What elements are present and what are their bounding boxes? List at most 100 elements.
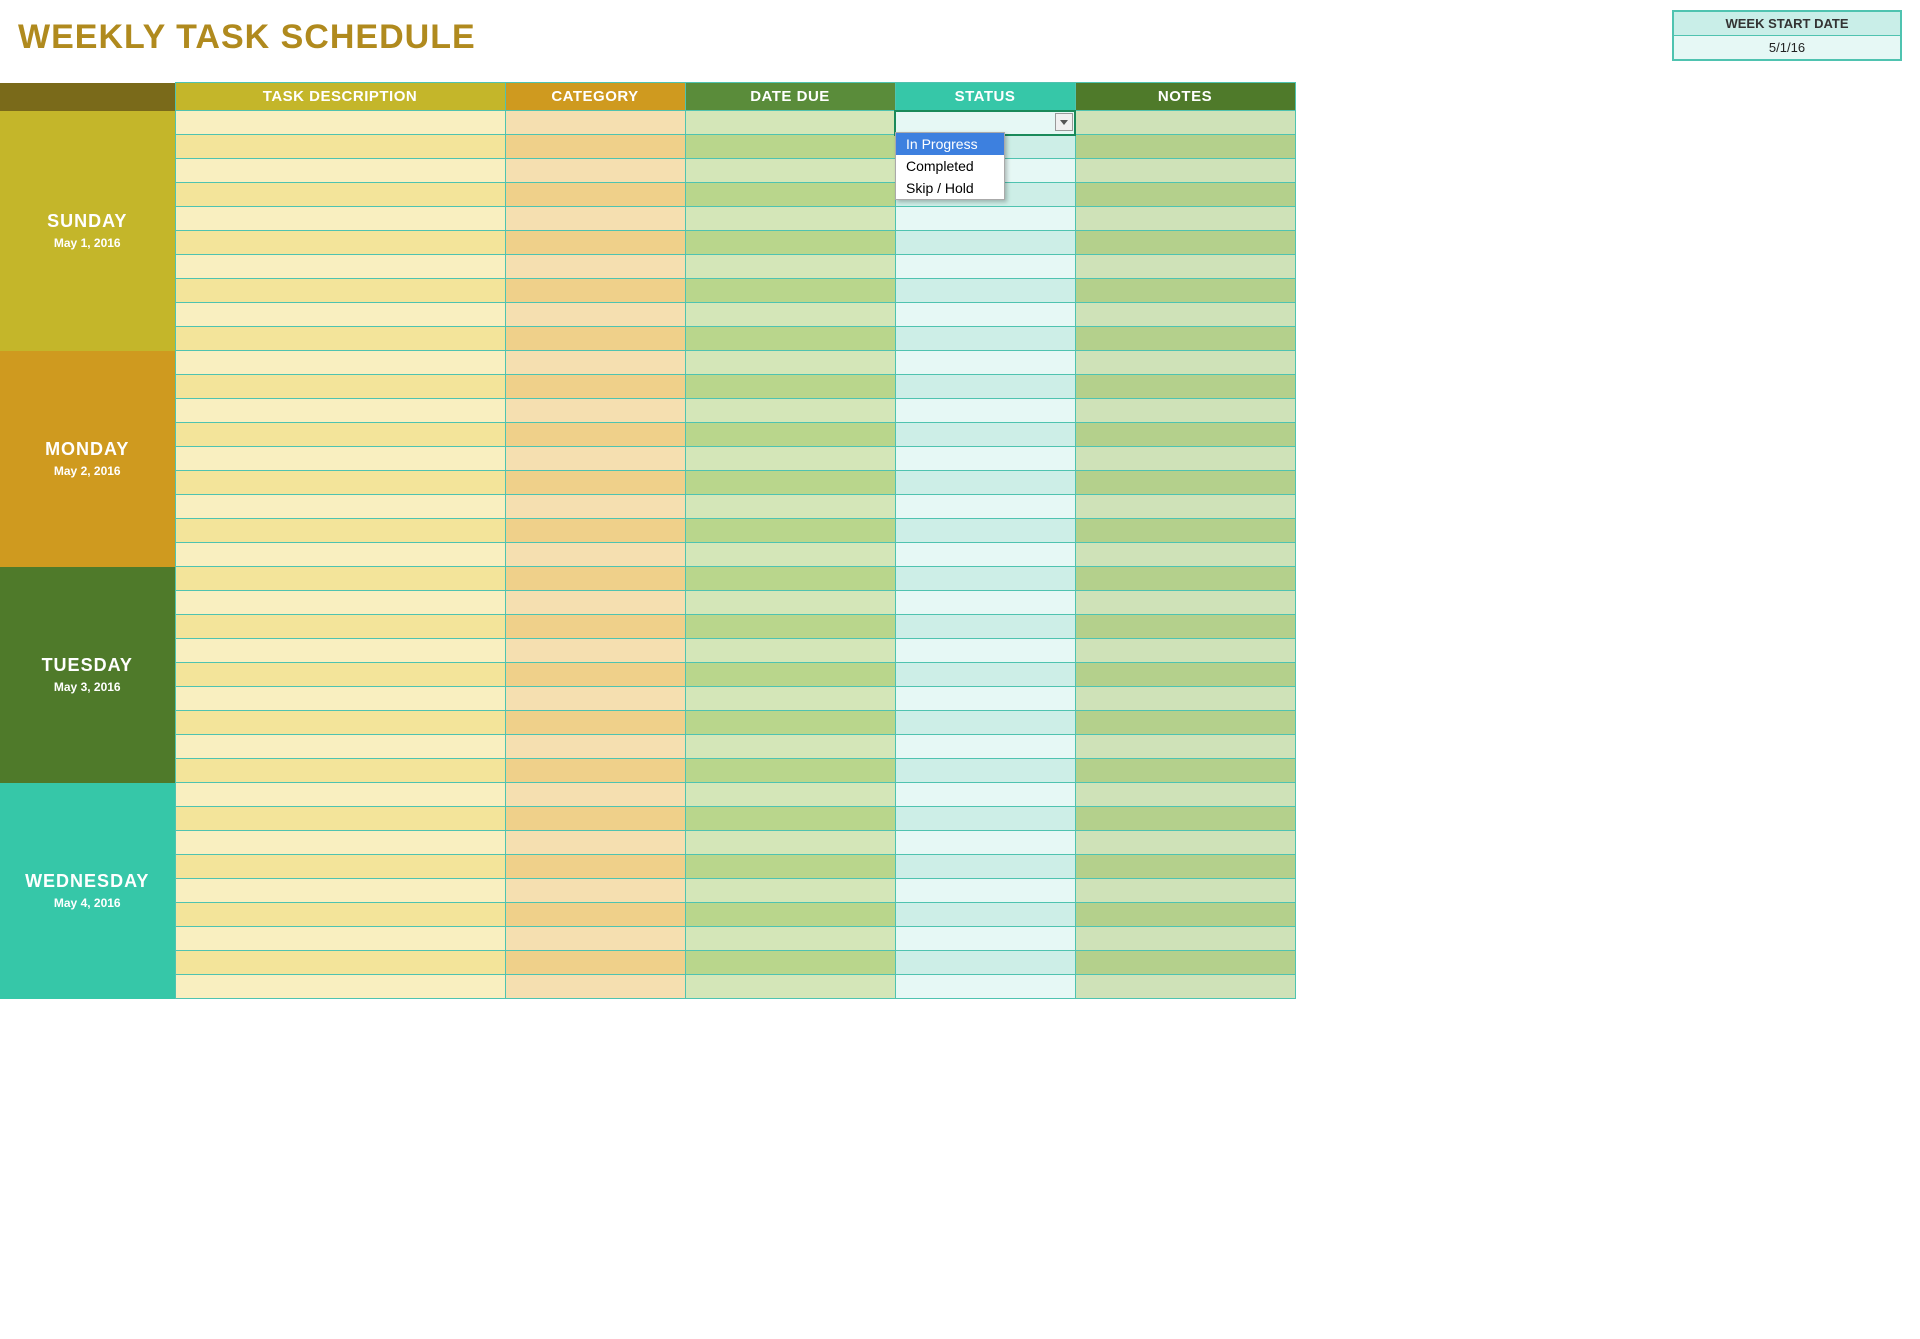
cell-category[interactable] <box>505 855 685 879</box>
cell-due[interactable] <box>685 855 895 879</box>
cell-due[interactable] <box>685 519 895 543</box>
cell-notes[interactable] <box>1075 279 1295 303</box>
cell-due[interactable] <box>685 951 895 975</box>
cell-notes[interactable] <box>1075 615 1295 639</box>
cell-notes[interactable] <box>1075 927 1295 951</box>
cell-task[interactable] <box>175 735 505 759</box>
cell-task[interactable] <box>175 231 505 255</box>
cell-notes[interactable] <box>1075 111 1295 135</box>
cell-status[interactable] <box>895 423 1075 447</box>
cell-category[interactable] <box>505 327 685 351</box>
cell-task[interactable] <box>175 519 505 543</box>
status-option[interactable]: In Progress <box>896 133 1004 155</box>
cell-status[interactable] <box>895 975 1075 999</box>
cell-due[interactable] <box>685 159 895 183</box>
cell-category[interactable] <box>505 567 685 591</box>
cell-notes[interactable] <box>1075 231 1295 255</box>
cell-task[interactable] <box>175 327 505 351</box>
cell-status[interactable] <box>895 879 1075 903</box>
cell-due[interactable] <box>685 711 895 735</box>
cell-category[interactable] <box>505 447 685 471</box>
cell-notes[interactable] <box>1075 495 1295 519</box>
cell-due[interactable] <box>685 663 895 687</box>
cell-notes[interactable] <box>1075 183 1295 207</box>
cell-category[interactable] <box>505 375 685 399</box>
cell-task[interactable] <box>175 711 505 735</box>
cell-category[interactable] <box>505 735 685 759</box>
cell-due[interactable] <box>685 447 895 471</box>
cell-category[interactable] <box>505 615 685 639</box>
cell-notes[interactable] <box>1075 807 1295 831</box>
cell-status[interactable] <box>895 375 1075 399</box>
cell-status[interactable] <box>895 903 1075 927</box>
cell-notes[interactable] <box>1075 207 1295 231</box>
cell-status[interactable] <box>895 687 1075 711</box>
cell-notes[interactable] <box>1075 423 1295 447</box>
status-option[interactable]: Skip / Hold <box>896 177 1004 199</box>
cell-category[interactable] <box>505 351 685 375</box>
cell-notes[interactable] <box>1075 327 1295 351</box>
cell-task[interactable] <box>175 903 505 927</box>
cell-notes[interactable] <box>1075 975 1295 999</box>
cell-task[interactable] <box>175 591 505 615</box>
cell-status[interactable] <box>895 519 1075 543</box>
cell-category[interactable] <box>505 231 685 255</box>
cell-status[interactable] <box>895 231 1075 255</box>
cell-due[interactable] <box>685 687 895 711</box>
cell-status[interactable] <box>895 447 1075 471</box>
cell-due[interactable] <box>685 399 895 423</box>
cell-category[interactable] <box>505 663 685 687</box>
cell-status[interactable] <box>895 591 1075 615</box>
cell-category[interactable] <box>505 279 685 303</box>
status-dropdown-menu[interactable]: In ProgressCompletedSkip / Hold <box>895 132 1005 200</box>
cell-due[interactable] <box>685 759 895 783</box>
cell-category[interactable] <box>505 255 685 279</box>
cell-category[interactable] <box>505 111 685 135</box>
cell-category[interactable] <box>505 927 685 951</box>
cell-status[interactable] <box>895 639 1075 663</box>
cell-due[interactable] <box>685 375 895 399</box>
cell-notes[interactable] <box>1075 735 1295 759</box>
cell-task[interactable] <box>175 183 505 207</box>
cell-task[interactable] <box>175 375 505 399</box>
cell-status[interactable] <box>895 951 1075 975</box>
cell-status[interactable] <box>895 567 1075 591</box>
cell-category[interactable] <box>505 303 685 327</box>
cell-category[interactable] <box>505 591 685 615</box>
cell-status[interactable] <box>895 327 1075 351</box>
cell-due[interactable] <box>685 567 895 591</box>
cell-category[interactable] <box>505 159 685 183</box>
cell-task[interactable] <box>175 927 505 951</box>
cell-due[interactable] <box>685 615 895 639</box>
cell-notes[interactable] <box>1075 687 1295 711</box>
cell-status[interactable] <box>895 663 1075 687</box>
cell-status[interactable] <box>895 759 1075 783</box>
cell-task[interactable] <box>175 279 505 303</box>
cell-task[interactable] <box>175 159 505 183</box>
cell-category[interactable] <box>505 759 685 783</box>
cell-due[interactable] <box>685 279 895 303</box>
cell-status[interactable] <box>895 471 1075 495</box>
cell-category[interactable] <box>505 687 685 711</box>
cell-due[interactable] <box>685 927 895 951</box>
cell-task[interactable] <box>175 783 505 807</box>
cell-category[interactable] <box>505 639 685 663</box>
cell-task[interactable] <box>175 207 505 231</box>
status-dropdown-arrow[interactable] <box>1055 113 1073 131</box>
cell-category[interactable] <box>505 495 685 519</box>
cell-category[interactable] <box>505 543 685 567</box>
cell-notes[interactable] <box>1075 591 1295 615</box>
cell-notes[interactable] <box>1075 519 1295 543</box>
cell-notes[interactable] <box>1075 879 1295 903</box>
cell-status[interactable] <box>895 399 1075 423</box>
cell-notes[interactable] <box>1075 255 1295 279</box>
cell-due[interactable] <box>685 255 895 279</box>
week-start-value[interactable]: 5/1/16 <box>1674 36 1900 59</box>
cell-due[interactable] <box>685 327 895 351</box>
cell-category[interactable] <box>505 519 685 543</box>
cell-category[interactable] <box>505 399 685 423</box>
cell-category[interactable] <box>505 471 685 495</box>
cell-task[interactable] <box>175 807 505 831</box>
cell-notes[interactable] <box>1075 639 1295 663</box>
cell-due[interactable] <box>685 183 895 207</box>
